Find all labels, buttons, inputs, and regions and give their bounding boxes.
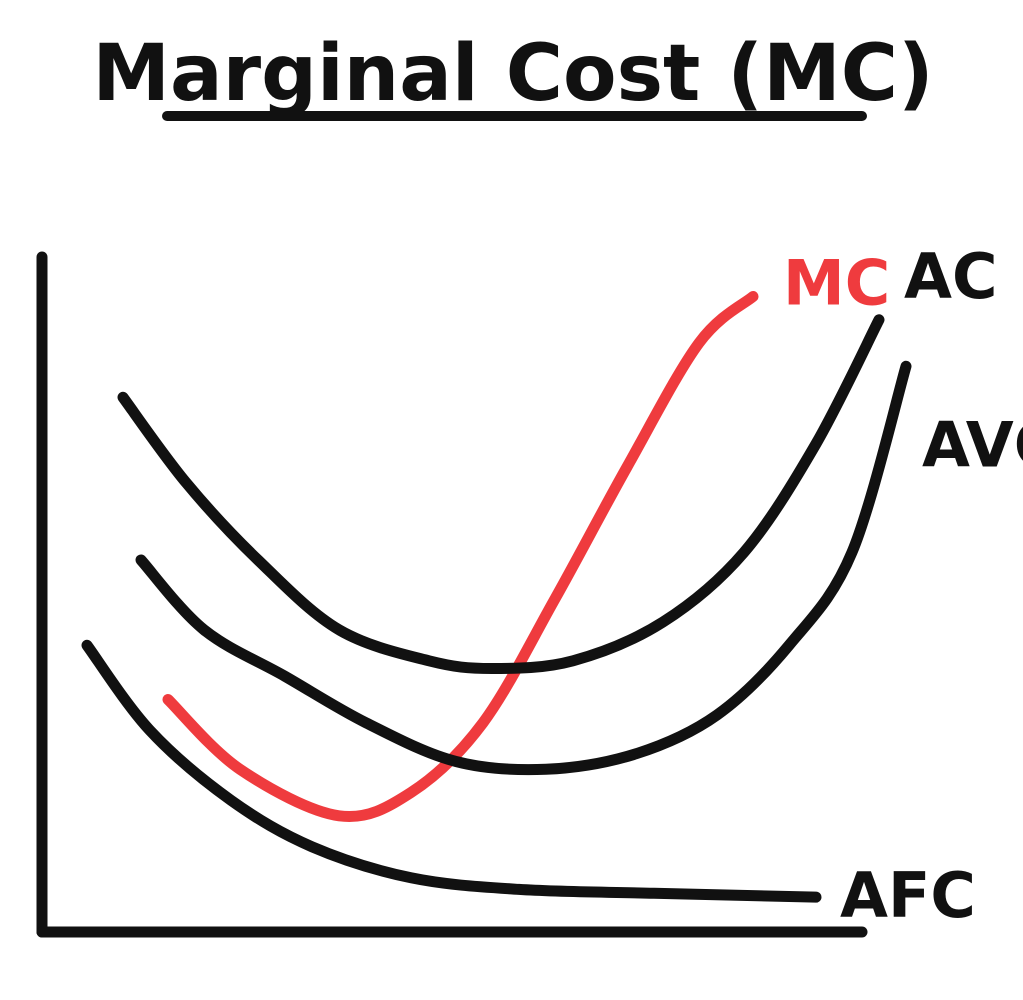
series-layer xyxy=(81,291,912,903)
afc-curve xyxy=(81,639,822,903)
mc-curve xyxy=(162,291,759,823)
chart-title: Marginal Cost (MC) xyxy=(92,29,933,119)
mc-label: MC xyxy=(783,247,890,320)
afc-label: AFC xyxy=(840,859,976,932)
ac-label: AC xyxy=(904,240,997,313)
avc-label: AVC xyxy=(922,408,1023,481)
ac-curve xyxy=(117,314,885,674)
avc-curve xyxy=(135,360,912,776)
